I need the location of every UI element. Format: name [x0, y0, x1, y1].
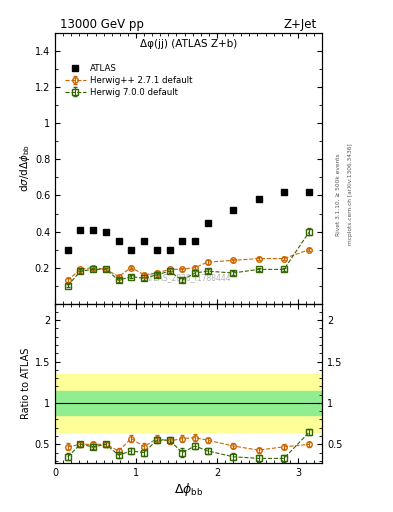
ATLAS — [193, 238, 197, 244]
ATLAS — [91, 227, 95, 233]
ATLAS — [65, 246, 70, 252]
Line: ATLAS: ATLAS — [64, 189, 312, 253]
ATLAS — [141, 238, 146, 244]
ATLAS — [103, 228, 108, 234]
ATLAS — [180, 238, 185, 244]
Text: Δφ(jj) (ATLAS Z+b): Δφ(jj) (ATLAS Z+b) — [140, 39, 237, 49]
Text: Z+Jet: Z+Jet — [284, 17, 317, 31]
ATLAS — [231, 207, 235, 213]
Legend: ATLAS, Herwig++ 2.7.1 default, Herwig 7.0.0 default: ATLAS, Herwig++ 2.7.1 default, Herwig 7.… — [62, 62, 195, 99]
Text: ATLAS_2020_I1788444: ATLAS_2020_I1788444 — [145, 273, 232, 282]
ATLAS — [282, 189, 286, 195]
ATLAS — [256, 196, 261, 202]
ATLAS — [78, 227, 83, 233]
ATLAS — [154, 246, 159, 252]
ATLAS — [129, 246, 134, 252]
Text: Rivet 3.1.10, ≥ 500k events: Rivet 3.1.10, ≥ 500k events — [336, 153, 341, 236]
Text: mcplots.cern.ch [arXiv:1306.3436]: mcplots.cern.ch [arXiv:1306.3436] — [348, 144, 353, 245]
ATLAS — [167, 246, 172, 252]
Y-axis label: $\mathrm{d}\sigma/\mathrm{d}\Delta\phi_\mathrm{bb}$: $\mathrm{d}\sigma/\mathrm{d}\Delta\phi_\… — [18, 144, 32, 193]
ATLAS — [116, 238, 121, 244]
ATLAS — [205, 220, 210, 226]
X-axis label: $\Delta\phi_\mathrm{bb}$: $\Delta\phi_\mathrm{bb}$ — [174, 481, 203, 498]
Text: 13000 GeV pp: 13000 GeV pp — [61, 17, 144, 31]
ATLAS — [307, 189, 312, 195]
Y-axis label: Ratio to ATLAS: Ratio to ATLAS — [20, 348, 31, 419]
